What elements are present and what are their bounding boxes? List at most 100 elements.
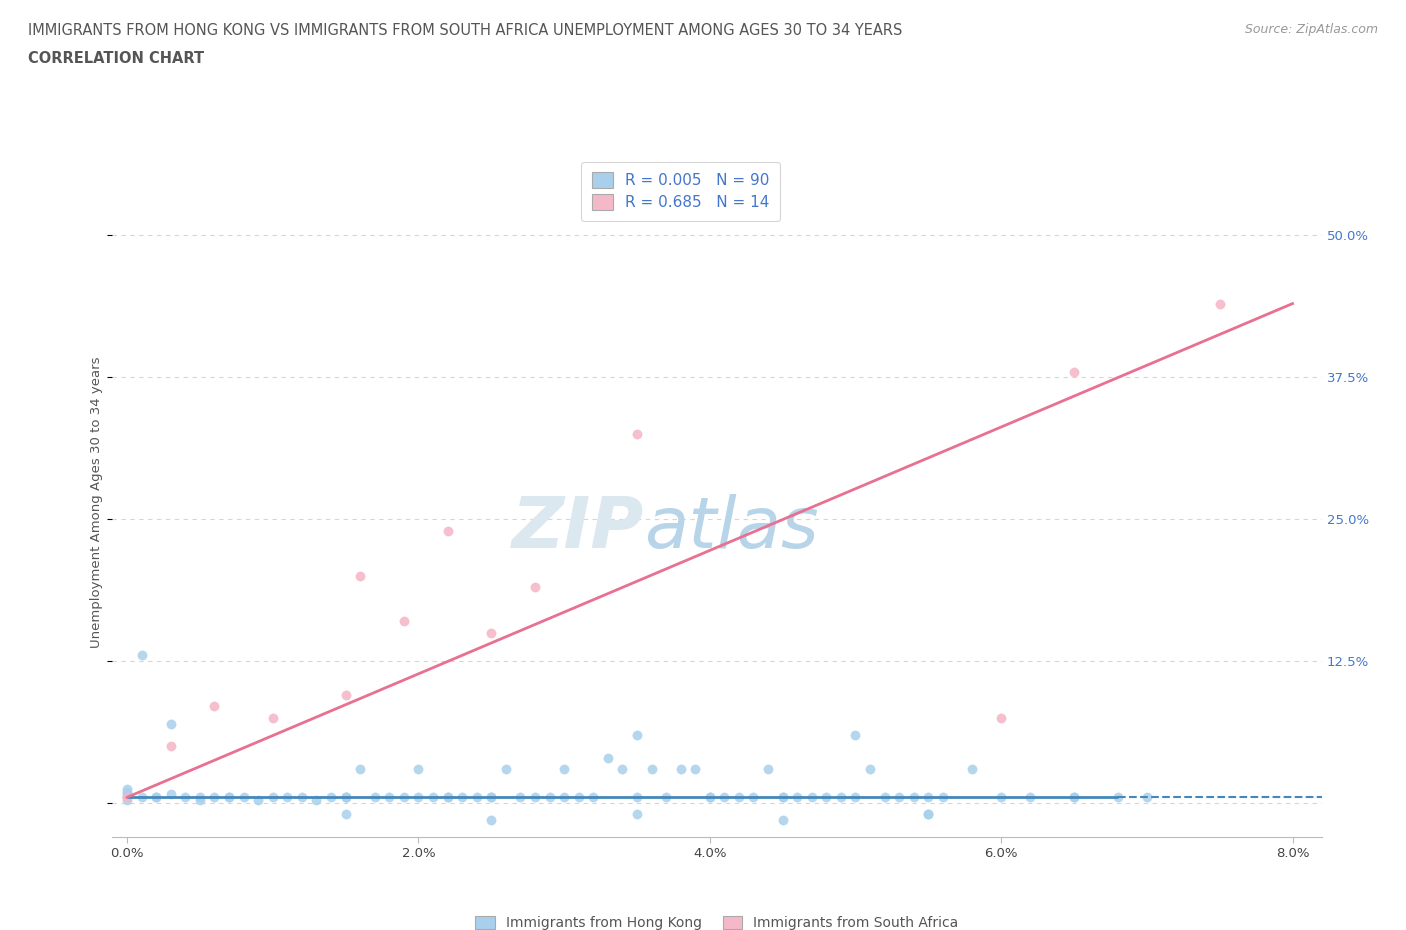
Point <box>917 807 939 822</box>
Point <box>844 790 866 804</box>
Point <box>115 792 138 807</box>
Point <box>713 790 735 804</box>
Point <box>523 790 546 804</box>
Point <box>115 790 138 804</box>
Text: Source: ZipAtlas.com: Source: ZipAtlas.com <box>1244 23 1378 36</box>
Point <box>612 762 634 777</box>
Point <box>917 790 939 804</box>
Point <box>859 762 882 777</box>
Point <box>582 790 605 804</box>
Point <box>335 790 357 804</box>
Point <box>115 782 138 797</box>
Point <box>742 790 765 804</box>
Point <box>815 790 838 804</box>
Point <box>626 807 648 822</box>
Point <box>772 813 794 828</box>
Point <box>830 790 852 804</box>
Point <box>932 790 955 804</box>
Point <box>917 807 939 822</box>
Point <box>1063 365 1085 379</box>
Point <box>523 580 546 595</box>
Point <box>479 625 502 640</box>
Point <box>800 790 823 804</box>
Point <box>844 727 866 742</box>
Point <box>422 790 444 804</box>
Point <box>669 762 692 777</box>
Point <box>873 790 896 804</box>
Point <box>786 790 808 804</box>
Point <box>436 790 458 804</box>
Point <box>626 727 648 742</box>
Point <box>655 790 678 804</box>
Point <box>772 790 794 804</box>
Point <box>204 790 226 804</box>
Point <box>626 427 648 442</box>
Point <box>1107 790 1129 804</box>
Point <box>335 790 357 804</box>
Legend: Immigrants from Hong Kong, Immigrants from South Africa: Immigrants from Hong Kong, Immigrants fr… <box>470 910 965 930</box>
Point <box>509 790 531 804</box>
Point <box>1063 790 1085 804</box>
Text: atlas: atlas <box>644 495 820 564</box>
Point <box>772 790 794 804</box>
Point <box>115 784 138 799</box>
Text: ZIP: ZIP <box>512 495 644 564</box>
Point <box>392 790 415 804</box>
Point <box>465 790 488 804</box>
Point <box>218 790 240 804</box>
Point <box>451 790 474 804</box>
Point <box>699 790 721 804</box>
Point <box>115 790 138 804</box>
Point <box>1136 790 1159 804</box>
Point <box>378 790 401 804</box>
Point <box>538 790 561 804</box>
Point <box>159 738 181 753</box>
Point <box>1208 296 1230 311</box>
Text: IMMIGRANTS FROM HONG KONG VS IMMIGRANTS FROM SOUTH AFRICA UNEMPLOYMENT AMONG AGE: IMMIGRANTS FROM HONG KONG VS IMMIGRANTS … <box>28 23 903 38</box>
Point <box>232 790 254 804</box>
Point <box>479 813 502 828</box>
Point <box>262 790 284 804</box>
Y-axis label: Unemployment Among Ages 30 to 34 years: Unemployment Among Ages 30 to 34 years <box>90 356 103 648</box>
Point <box>990 790 1012 804</box>
Point <box>479 790 502 804</box>
Point <box>291 790 314 804</box>
Point <box>349 762 371 777</box>
Point <box>1019 790 1042 804</box>
Point <box>319 790 342 804</box>
Point <box>728 790 751 804</box>
Point <box>479 790 502 804</box>
Point <box>626 790 648 804</box>
Point <box>568 790 591 804</box>
Point <box>188 790 211 804</box>
Point <box>960 762 983 777</box>
Point <box>392 614 415 629</box>
Point <box>495 762 517 777</box>
Point <box>262 711 284 725</box>
Point <box>145 790 167 804</box>
Point <box>335 807 357 822</box>
Point <box>115 787 138 802</box>
Point <box>553 762 575 777</box>
Point <box>408 762 430 777</box>
Point <box>131 648 153 663</box>
Point <box>756 762 779 777</box>
Point <box>699 790 721 804</box>
Point <box>408 790 430 804</box>
Point <box>364 790 387 804</box>
Point <box>159 787 181 802</box>
Point <box>349 568 371 583</box>
Point <box>204 699 226 714</box>
Point <box>174 790 197 804</box>
Point <box>159 716 181 731</box>
Text: CORRELATION CHART: CORRELATION CHART <box>28 51 204 66</box>
Point <box>1063 790 1085 804</box>
Point <box>247 792 270 807</box>
Point <box>276 790 298 804</box>
Point <box>115 790 138 804</box>
Point <box>218 790 240 804</box>
Point <box>596 751 619 765</box>
Point <box>145 790 167 804</box>
Point <box>131 790 153 804</box>
Point <box>436 524 458 538</box>
